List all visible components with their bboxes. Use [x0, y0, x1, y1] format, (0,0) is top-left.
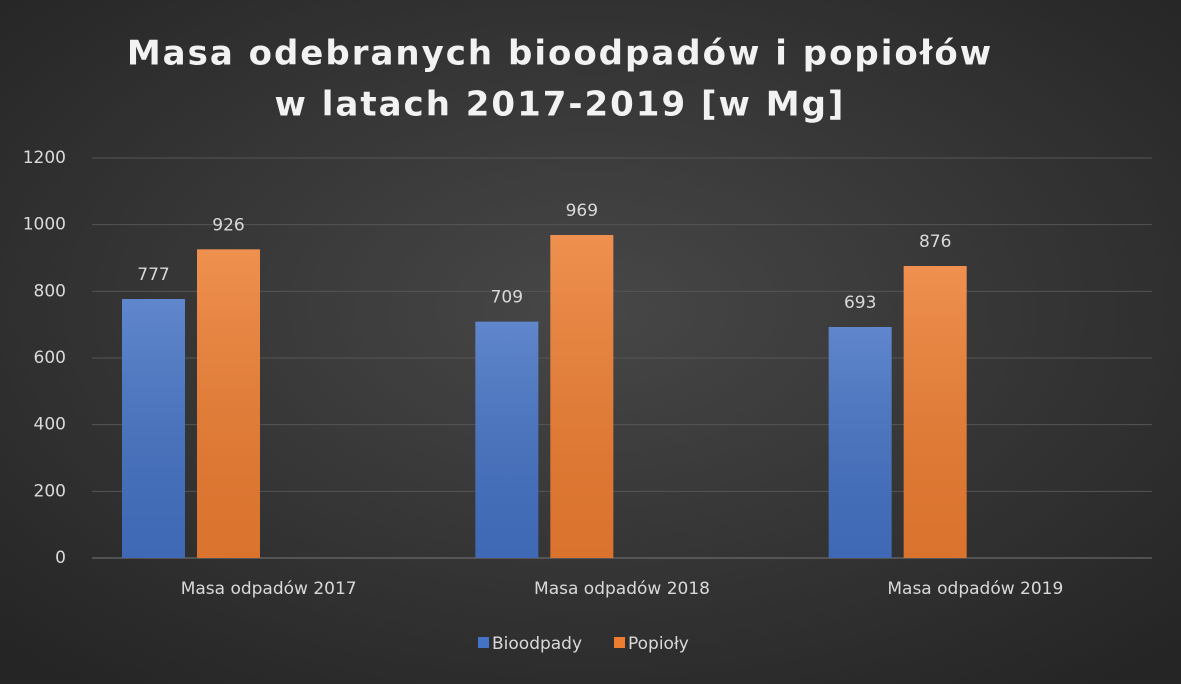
y-tick-label: 1200: [23, 148, 66, 168]
y-tick-label: 1000: [23, 215, 66, 235]
chart-title: Masa odebranych bioodpadów i popiołów: [127, 34, 993, 74]
value-label: 876: [919, 232, 951, 252]
value-label: 693: [844, 293, 876, 313]
chart-title: w latach 2017-2019 [w Mg]: [275, 85, 846, 125]
x-tick-label: Masa odpadów 2019: [887, 579, 1063, 599]
y-tick-label: 200: [34, 481, 66, 501]
bar-sheen: [828, 327, 892, 558]
bar-sheen: [550, 235, 614, 558]
value-label: 709: [491, 288, 523, 308]
legend-swatch: [614, 637, 625, 648]
value-label: 926: [212, 215, 244, 235]
y-tick-label: 600: [34, 348, 66, 368]
bar-sheen: [122, 299, 185, 558]
legend-label: Bioodpady: [492, 634, 582, 654]
bar-sheen: [197, 249, 260, 559]
x-tick-label: Masa odpadów 2017: [181, 579, 357, 599]
bar-sheen: [903, 266, 967, 558]
y-tick-label: 400: [34, 415, 66, 435]
y-tick-label: 800: [34, 281, 66, 301]
value-label: 777: [137, 265, 169, 285]
legend-label: Popioły: [628, 634, 689, 654]
legend-swatch: [478, 637, 489, 648]
x-tick-label: Masa odpadów 2018: [534, 579, 710, 599]
value-label: 969: [566, 201, 598, 221]
y-tick-label: 0: [55, 548, 66, 568]
bar-sheen: [475, 321, 539, 558]
